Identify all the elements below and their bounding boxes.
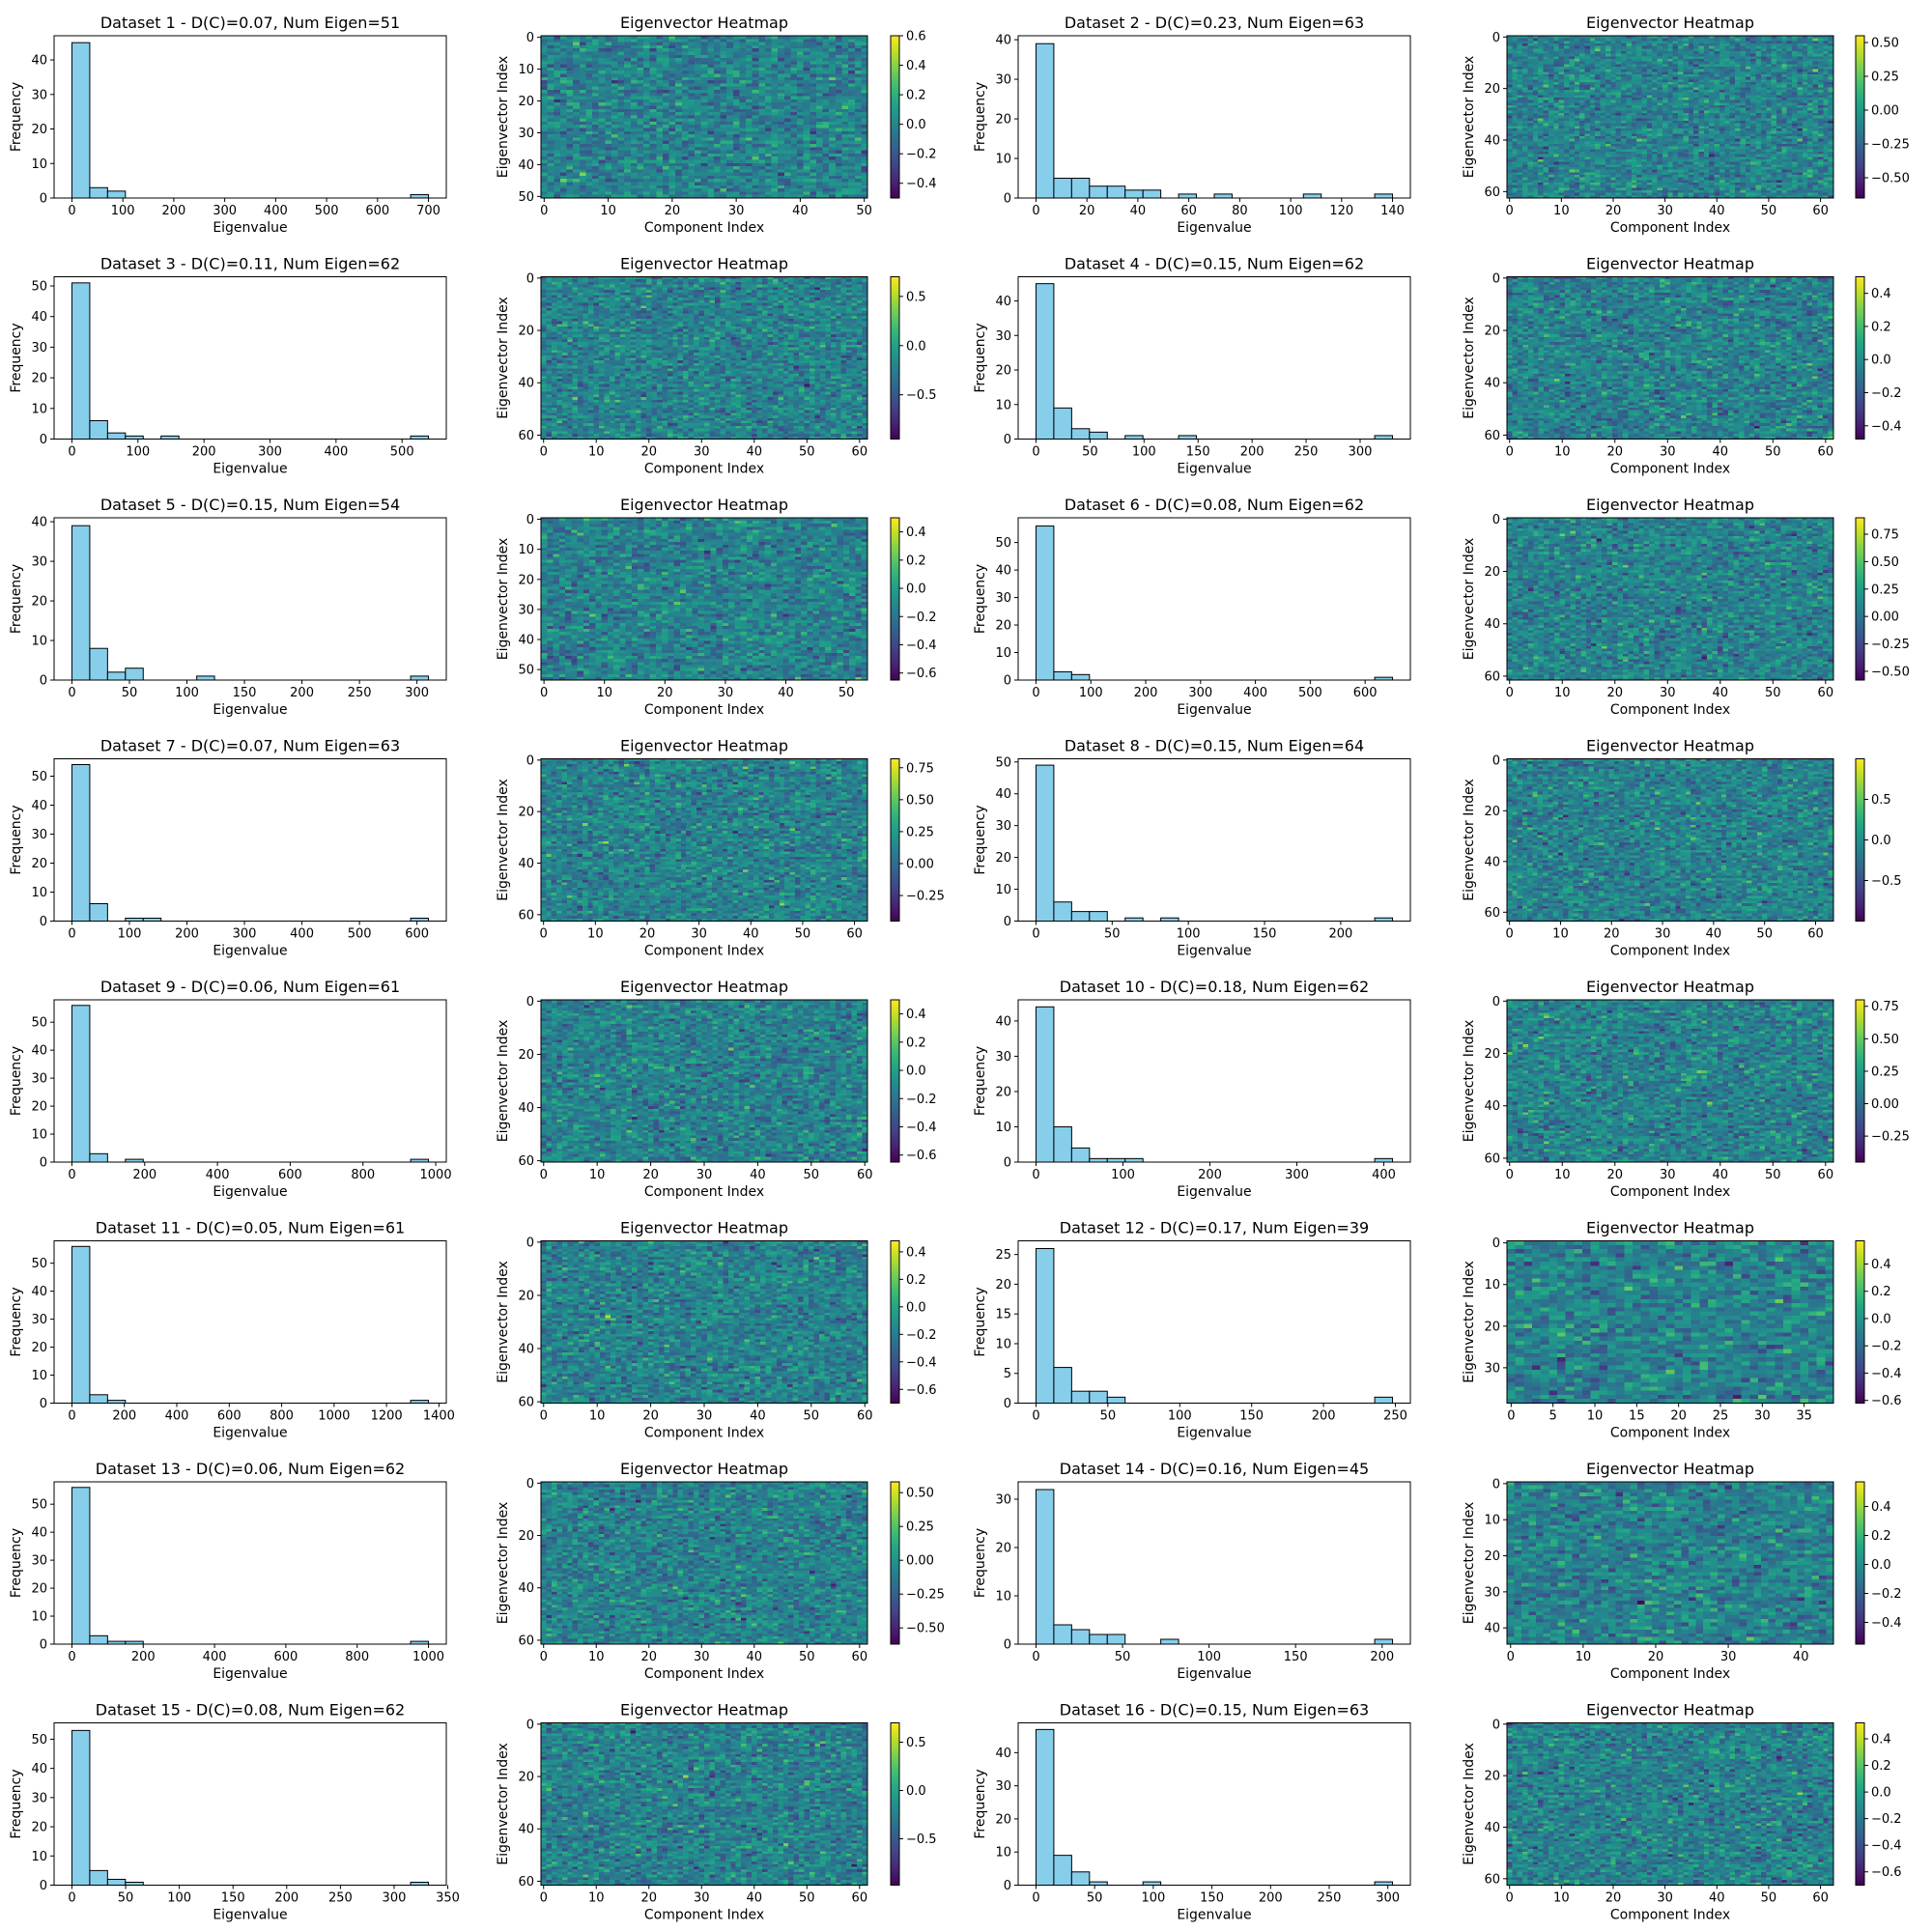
histogram-ytick-label: 40 xyxy=(31,54,47,69)
histogram-ytick-label: 0 xyxy=(40,192,47,207)
histogram-xtick-label: 0 xyxy=(68,204,75,218)
heatmap-title: Eigenvector Heatmap xyxy=(620,14,788,32)
histogram-ytick-label: 20 xyxy=(31,123,47,137)
histogram-ytick-label: 30 xyxy=(31,88,47,102)
histogram-ytick-label: 10 xyxy=(31,157,47,172)
histogram-frame xyxy=(54,36,446,198)
histogram-bar xyxy=(90,187,107,198)
histogram-xtick-label: 400 xyxy=(264,204,288,218)
histogram-xtick-label: 200 xyxy=(161,204,185,218)
histogram-title: Dataset 1 - D(C)=0.07, Num Eigen=51 xyxy=(100,14,400,32)
histogram-bar xyxy=(411,194,428,198)
heatmap-cells xyxy=(541,36,868,199)
histogram-bar xyxy=(71,43,89,198)
histogram-xtick-label: 700 xyxy=(416,204,440,218)
histogram-xtick-label: 100 xyxy=(111,204,135,218)
histogram-xtick-label: 300 xyxy=(213,204,237,218)
histogram-1: Dataset 1 - D(C)=0.07, Num Eigen=510 100 2… xyxy=(9,14,446,236)
histogram-xlabel: Eigenvalue xyxy=(213,220,287,236)
histogram-xtick-label: 500 xyxy=(315,204,339,218)
histogram-xtick-label: 600 xyxy=(365,204,389,218)
histogram-bar xyxy=(107,191,125,198)
histogram-ylabel: Frequency xyxy=(9,82,24,152)
